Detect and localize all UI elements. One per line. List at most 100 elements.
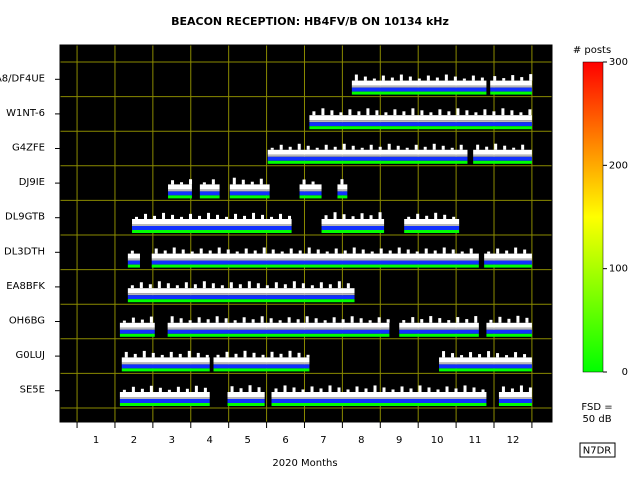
interval-peak bbox=[418, 385, 422, 392]
interval-cap bbox=[167, 322, 390, 328]
interval-cap bbox=[119, 322, 155, 328]
interval-peak bbox=[233, 320, 237, 323]
interval-mid bbox=[267, 154, 468, 157]
interval-peak bbox=[315, 147, 319, 150]
interval-peak bbox=[478, 354, 482, 358]
reception-interval bbox=[213, 350, 310, 372]
interval-peak bbox=[252, 212, 256, 219]
interval-peak bbox=[296, 319, 300, 323]
interval-peak bbox=[408, 76, 412, 81]
interval-count bbox=[309, 126, 532, 130]
interval-peak bbox=[166, 283, 170, 289]
interval-signal bbox=[127, 260, 140, 265]
interval-peak bbox=[451, 249, 455, 254]
interval-signal bbox=[486, 329, 532, 334]
interval-peak bbox=[172, 247, 176, 254]
interval-peak bbox=[456, 317, 460, 323]
interval-cap bbox=[151, 253, 479, 259]
interval-signal bbox=[227, 399, 265, 403]
interval-cap bbox=[321, 219, 385, 224]
interval-peak bbox=[379, 248, 383, 254]
interval-mid bbox=[127, 293, 355, 296]
interval-peak bbox=[340, 179, 344, 185]
interval-peak bbox=[133, 353, 137, 358]
interval-mid bbox=[490, 85, 532, 88]
interval-mid bbox=[168, 189, 192, 192]
interval-peak bbox=[250, 181, 254, 185]
reception-interval bbox=[490, 74, 533, 95]
interval-peak bbox=[456, 108, 460, 116]
interval-signal bbox=[498, 399, 532, 403]
interval-peak bbox=[324, 144, 328, 150]
interval-peak bbox=[471, 75, 475, 81]
row-label: W1NT-6 bbox=[6, 108, 45, 119]
x-tick-label: 3 bbox=[169, 435, 175, 446]
interval-peak bbox=[359, 318, 363, 323]
interval-peak bbox=[260, 316, 264, 323]
interval-peak bbox=[388, 250, 392, 254]
interval-peak bbox=[196, 352, 200, 358]
interval-peak bbox=[149, 385, 153, 392]
x-tick-label: 7 bbox=[320, 435, 326, 446]
interval-peak bbox=[483, 109, 487, 116]
interval-peak bbox=[216, 354, 220, 358]
interval-peak bbox=[124, 351, 128, 358]
interval-peak bbox=[220, 285, 224, 289]
interval-mid bbox=[119, 327, 155, 330]
interval-peak bbox=[151, 352, 155, 358]
interval-peak bbox=[130, 285, 134, 289]
interval-peak bbox=[529, 74, 533, 81]
interval-signal bbox=[351, 87, 487, 92]
interval-peak bbox=[441, 145, 445, 150]
credit-box bbox=[579, 442, 616, 458]
reception-interval bbox=[299, 179, 322, 199]
interval-peak bbox=[321, 108, 325, 116]
x-tick-label: 1 bbox=[93, 435, 99, 446]
interval-peak bbox=[301, 283, 305, 289]
interval-peak bbox=[311, 181, 315, 185]
interval-peak bbox=[432, 143, 436, 150]
interval-peak bbox=[360, 147, 364, 150]
interval-peak bbox=[459, 144, 463, 150]
interval-count bbox=[490, 91, 532, 95]
interval-peak bbox=[452, 216, 456, 219]
interval-peak bbox=[361, 249, 365, 254]
reception-interval bbox=[309, 108, 532, 130]
interval-peak bbox=[505, 355, 509, 358]
interval-peak bbox=[280, 251, 284, 254]
interval-peak bbox=[445, 386, 449, 392]
interval-signal bbox=[119, 329, 155, 334]
reception-interval bbox=[119, 385, 210, 406]
interval-peak bbox=[399, 74, 403, 81]
interval-peak bbox=[298, 250, 302, 254]
interval-peak bbox=[330, 110, 334, 116]
interval-peak bbox=[368, 320, 372, 323]
reception-interval bbox=[351, 74, 487, 95]
interval-signal bbox=[119, 399, 210, 403]
interval-cap bbox=[404, 219, 460, 224]
interval-peak bbox=[465, 110, 469, 116]
interval-peak bbox=[261, 354, 265, 358]
interval-peak bbox=[225, 351, 229, 358]
interval-count bbox=[267, 160, 468, 164]
interval-peak bbox=[169, 351, 173, 358]
interval-peak bbox=[373, 385, 377, 392]
interval-peak bbox=[450, 147, 454, 150]
interval-peak bbox=[333, 146, 337, 150]
interval-peak bbox=[270, 216, 274, 219]
interval-peak bbox=[287, 317, 291, 323]
reception-interval bbox=[167, 316, 390, 337]
interval-peak bbox=[252, 352, 256, 358]
interval-count bbox=[351, 91, 487, 95]
interval-peak bbox=[270, 147, 274, 150]
interval-peak bbox=[232, 177, 236, 185]
reception-interval bbox=[337, 179, 348, 199]
interval-peak bbox=[153, 215, 157, 219]
interval-peak bbox=[288, 350, 292, 358]
interval-peak bbox=[162, 212, 166, 219]
interval-peak bbox=[225, 216, 229, 219]
interval-peak bbox=[351, 145, 355, 150]
interval-cap bbox=[127, 288, 355, 294]
row-label: EA8BFK bbox=[6, 281, 45, 292]
interval-peak bbox=[193, 284, 197, 289]
